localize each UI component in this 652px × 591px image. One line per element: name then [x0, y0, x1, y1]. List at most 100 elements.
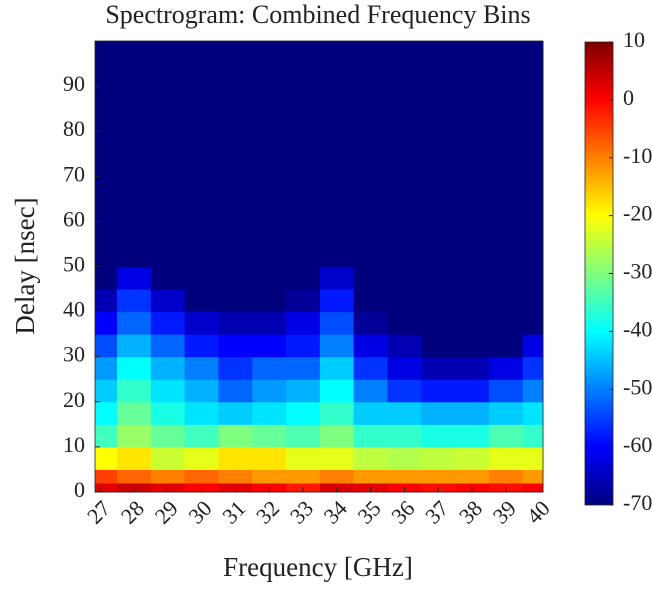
- heat-cell: [150, 41, 186, 267]
- heat-cell: [184, 266, 219, 290]
- heat-cell: [319, 469, 355, 484]
- heat-cell: [319, 446, 355, 470]
- heat-cell: [522, 334, 544, 358]
- heat-cell: [522, 482, 544, 493]
- heat-cell: [286, 424, 321, 448]
- heat-cell: [353, 356, 388, 380]
- heat-cell: [387, 266, 422, 290]
- colorbar-tick-label: -40: [623, 316, 652, 341]
- heat-cell: [421, 469, 456, 484]
- heat-cell: [116, 41, 152, 267]
- heat-cell: [421, 424, 456, 448]
- heat-cell: [218, 41, 253, 267]
- heat-cell: [286, 266, 321, 290]
- x-tick-label: 37: [420, 495, 453, 528]
- heat-cell: [150, 334, 186, 358]
- heat-cell: [387, 379, 422, 403]
- x-tick-label: 35: [352, 495, 385, 528]
- heat-cell: [455, 446, 490, 470]
- heat-cell: [387, 334, 422, 358]
- heat-cell: [455, 401, 490, 425]
- heat-cell: [319, 379, 355, 403]
- y-tick-label: 70: [63, 161, 85, 186]
- heat-cell: [150, 379, 186, 403]
- heat-cell: [116, 446, 152, 470]
- heat-cell: [286, 289, 321, 313]
- heat-cell: [455, 311, 490, 335]
- heat-cell: [116, 356, 152, 380]
- heat-cell: [488, 446, 524, 470]
- heat-cell: [150, 266, 186, 290]
- heat-cell: [387, 356, 422, 380]
- heat-cell: [421, 356, 456, 380]
- y-tick-label: 10: [63, 432, 85, 457]
- heat-cell: [353, 311, 388, 335]
- heat-cell: [286, 469, 321, 484]
- heat-cell: [353, 424, 388, 448]
- heat-cell: [218, 311, 253, 335]
- y-tick-label: 0: [74, 477, 85, 502]
- heat-cell: [252, 334, 287, 358]
- heat-cell: [95, 379, 118, 403]
- heat-cell: [150, 469, 186, 484]
- heat-cell: [319, 289, 355, 313]
- heat-cell: [150, 446, 186, 470]
- heat-cell: [522, 469, 544, 484]
- y-tick-label: 40: [63, 297, 85, 322]
- heat-cell: [184, 41, 219, 267]
- heat-cell: [95, 482, 118, 493]
- heat-cell: [184, 424, 219, 448]
- heat-cell: [387, 289, 422, 313]
- heat-cell: [252, 289, 287, 313]
- colorbar-tick-label: 0: [623, 85, 634, 110]
- heatmap-cells: [95, 41, 544, 493]
- heat-cell: [488, 311, 524, 335]
- heat-cell: [286, 334, 321, 358]
- heat-cell: [116, 469, 152, 484]
- heat-cell: [455, 334, 490, 358]
- heat-cell: [95, 266, 118, 290]
- y-tick-label: 50: [63, 252, 85, 277]
- heat-cell: [252, 379, 287, 403]
- heat-cell: [286, 446, 321, 470]
- colorbar-tick-label: -60: [623, 432, 652, 457]
- heat-cell: [319, 266, 355, 290]
- heat-cell: [319, 334, 355, 358]
- x-tick-label: 29: [150, 495, 183, 528]
- heat-cell: [455, 469, 490, 484]
- heat-cell: [488, 356, 524, 380]
- heat-cell: [218, 289, 253, 313]
- heat-cell: [184, 311, 219, 335]
- heat-cell: [488, 334, 524, 358]
- heat-cell: [387, 401, 422, 425]
- heat-cell: [455, 41, 490, 267]
- y-tick-label: 80: [63, 116, 85, 141]
- heat-cell: [387, 311, 422, 335]
- y-tick-label: 30: [63, 342, 85, 367]
- heat-cell: [455, 356, 490, 380]
- heat-cell: [95, 289, 118, 313]
- heat-cell: [421, 401, 456, 425]
- heat-cell: [95, 446, 118, 470]
- heat-cell: [218, 401, 253, 425]
- heat-cell: [488, 289, 524, 313]
- heat-cell: [421, 334, 456, 358]
- heat-cell: [95, 356, 118, 380]
- colorbar-tick-label: -20: [623, 201, 652, 226]
- heat-cell: [184, 446, 219, 470]
- heat-cell: [488, 379, 524, 403]
- y-tick-label: 90: [63, 71, 85, 96]
- heat-cell: [421, 311, 456, 335]
- heat-cell: [252, 469, 287, 484]
- heat-cell: [488, 424, 524, 448]
- colorbar-tick-label: -70: [623, 490, 652, 515]
- heat-cell: [353, 469, 388, 484]
- heat-cell: [522, 289, 544, 313]
- heat-cell: [455, 266, 490, 290]
- x-tick-label: 30: [183, 495, 216, 528]
- heat-cell: [218, 379, 253, 403]
- heat-cell: [95, 311, 118, 335]
- heat-cell: [218, 266, 253, 290]
- heat-cell: [150, 289, 186, 313]
